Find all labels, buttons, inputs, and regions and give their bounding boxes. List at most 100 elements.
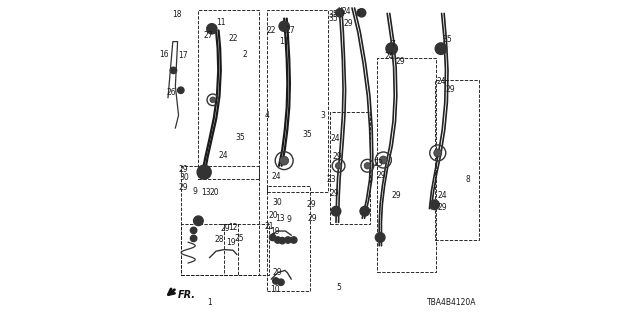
Text: 35: 35	[302, 130, 312, 139]
Text: 11: 11	[280, 37, 289, 46]
Text: 19: 19	[226, 238, 236, 247]
Bar	[268, 10, 328, 192]
Text: 35: 35	[328, 14, 339, 23]
Bar	[330, 112, 370, 224]
Text: 26: 26	[166, 88, 176, 97]
Bar	[435, 80, 479, 240]
Circle shape	[193, 216, 204, 226]
Text: 24: 24	[330, 134, 340, 143]
Text: TBA4B4120A: TBA4B4120A	[428, 298, 477, 307]
Text: 29: 29	[437, 203, 447, 212]
Circle shape	[278, 279, 284, 285]
Text: 13: 13	[275, 214, 285, 223]
Bar	[377, 58, 436, 272]
Text: 11: 11	[217, 18, 226, 27]
Text: 29: 29	[333, 152, 342, 161]
Circle shape	[332, 206, 341, 216]
Text: 28: 28	[214, 235, 224, 244]
Circle shape	[434, 149, 442, 157]
Circle shape	[170, 67, 177, 74]
Circle shape	[435, 43, 447, 54]
Text: 29: 29	[306, 200, 316, 209]
Circle shape	[178, 87, 184, 93]
Text: 22: 22	[228, 34, 237, 43]
Text: 22: 22	[267, 26, 276, 35]
Text: 1: 1	[207, 298, 212, 307]
Bar	[198, 10, 259, 179]
Text: 2: 2	[243, 50, 247, 59]
Bar	[268, 186, 310, 291]
Text: 24: 24	[385, 52, 395, 61]
Circle shape	[210, 97, 216, 103]
Text: 24: 24	[271, 172, 281, 181]
Text: 20: 20	[209, 188, 220, 197]
Circle shape	[279, 21, 289, 31]
Text: 29: 29	[330, 189, 339, 198]
Circle shape	[191, 235, 197, 242]
Circle shape	[285, 237, 291, 243]
Text: 30: 30	[179, 173, 189, 182]
Text: 29: 29	[178, 165, 188, 174]
Text: 23: 23	[373, 159, 383, 168]
Text: 24: 24	[218, 151, 228, 160]
Circle shape	[191, 227, 197, 234]
Text: 18: 18	[172, 10, 181, 19]
Text: 7: 7	[390, 40, 396, 49]
Text: 24: 24	[436, 77, 447, 86]
Circle shape	[357, 9, 366, 17]
Circle shape	[269, 234, 276, 241]
Circle shape	[380, 156, 387, 164]
Text: 6: 6	[355, 9, 360, 18]
Text: 29: 29	[396, 57, 406, 66]
Circle shape	[364, 163, 371, 169]
Text: 17: 17	[178, 52, 188, 60]
Text: 29: 29	[376, 171, 387, 180]
Circle shape	[430, 200, 440, 210]
Bar	[224, 224, 269, 275]
Text: 29: 29	[307, 214, 317, 223]
Text: 4: 4	[265, 111, 269, 120]
Text: 29: 29	[343, 19, 353, 28]
Text: 9: 9	[286, 215, 291, 224]
Text: 35: 35	[328, 10, 339, 19]
Circle shape	[279, 237, 285, 244]
Text: 21: 21	[264, 222, 273, 231]
Text: 29: 29	[392, 191, 402, 200]
Text: 35: 35	[236, 133, 246, 142]
Text: 24: 24	[342, 7, 351, 16]
Circle shape	[336, 9, 344, 17]
Circle shape	[280, 156, 289, 165]
Text: 30: 30	[272, 198, 282, 207]
Text: 16: 16	[159, 50, 169, 59]
Circle shape	[360, 206, 370, 216]
Text: 27: 27	[285, 26, 296, 35]
Text: 13: 13	[201, 188, 211, 197]
Text: 35: 35	[442, 36, 452, 44]
Text: 29: 29	[445, 85, 456, 94]
Text: 29: 29	[221, 224, 230, 233]
Bar	[181, 224, 239, 275]
Text: 12: 12	[228, 223, 237, 232]
Text: 3: 3	[321, 111, 326, 120]
Circle shape	[375, 233, 385, 242]
Circle shape	[207, 24, 217, 34]
Text: 23: 23	[326, 175, 336, 184]
Text: 29: 29	[178, 183, 188, 192]
Circle shape	[335, 163, 342, 169]
Circle shape	[197, 165, 211, 179]
Text: 27: 27	[204, 31, 214, 40]
Text: 24: 24	[437, 191, 447, 200]
Bar	[181, 166, 259, 275]
Text: 29: 29	[273, 268, 283, 277]
Text: 8: 8	[465, 175, 470, 184]
Text: 25: 25	[234, 234, 244, 243]
Text: FR.: FR.	[178, 290, 196, 300]
Text: 10: 10	[269, 285, 280, 294]
Text: 20: 20	[268, 211, 278, 220]
Text: 5: 5	[336, 283, 341, 292]
Circle shape	[273, 278, 279, 284]
Text: 9: 9	[192, 188, 197, 196]
Circle shape	[291, 237, 297, 243]
Circle shape	[275, 237, 281, 243]
Text: 19: 19	[269, 227, 280, 236]
